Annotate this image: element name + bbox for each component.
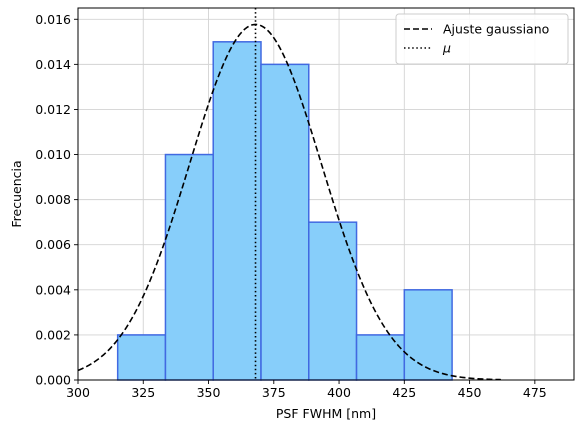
histogram-bar <box>164 153 214 381</box>
y-tick-label: 0.010 <box>35 147 71 162</box>
x-tick-label: 300 <box>66 385 90 400</box>
histogram-bar <box>116 334 167 381</box>
y-tick-label: 0.006 <box>35 237 71 252</box>
y-tick-label: 0.016 <box>35 12 71 27</box>
legend-mu-label: μ <box>442 41 451 56</box>
y-tick-label: 0.004 <box>35 282 71 297</box>
x-tick-label: 425 <box>392 385 416 400</box>
x-axis-label: PSF FWHM [nm] <box>276 406 376 421</box>
x-tick-label: 375 <box>262 385 286 400</box>
legend-gaussian-label: Ajuste gaussiano <box>443 22 549 37</box>
y-tick-label: 0.002 <box>35 327 71 342</box>
y-tick-label: 0.014 <box>35 57 71 72</box>
legend-box <box>395 13 569 65</box>
x-tick-label: 475 <box>523 385 547 400</box>
y-axis-label: Frecuencia <box>9 160 24 227</box>
y-tick-label: 0.012 <box>35 102 71 117</box>
histogram-bar <box>403 289 453 381</box>
x-tick-label: 350 <box>197 385 221 400</box>
histogram-bars <box>116 41 453 381</box>
y-tick-label: 0.008 <box>35 192 71 207</box>
axis-ticks: 300 325 350 375 400 425 450 475 0.000 0.002 0.004 0… <box>35 12 547 400</box>
histogram-bar <box>212 41 262 381</box>
x-tick-label: 450 <box>458 385 482 400</box>
legend: Ajuste gaussiano μ <box>395 13 569 65</box>
gaussian-fit-line <box>77 23 501 381</box>
x-tick-label: 400 <box>327 385 351 400</box>
y-tick-label: 0.000 <box>35 373 71 388</box>
histogram-bar <box>308 221 358 381</box>
plot-frame <box>77 7 575 381</box>
x-tick-label: 325 <box>131 385 155 400</box>
series-lines <box>77 8 501 381</box>
histogram-bar <box>355 334 406 381</box>
histogram-bar <box>260 63 310 381</box>
